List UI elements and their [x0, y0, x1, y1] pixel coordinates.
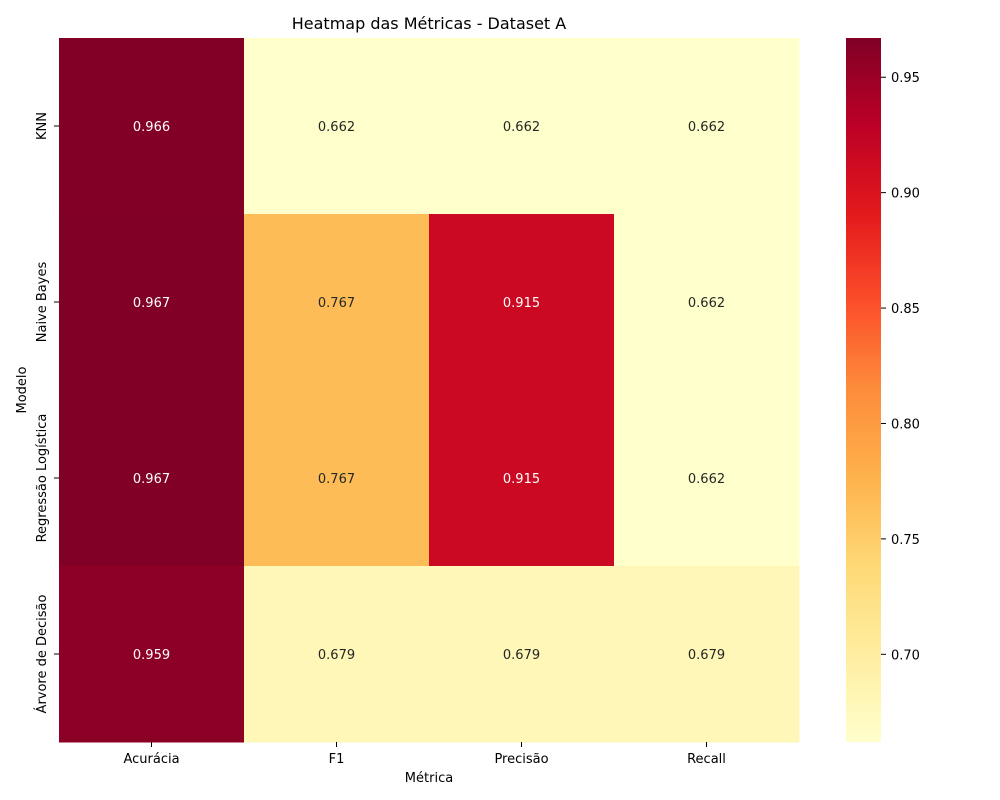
colorbar: 0.70 0.75 0.80 0.85 0.90 0.95	[846, 38, 920, 742]
cell-value-label: 0.915	[503, 296, 540, 311]
heatmap-cell	[614, 38, 800, 215]
heatmap-cell	[429, 214, 615, 391]
y-axis: KNN Naive Bayes Regressão Logística Árvore …	[34, 112, 59, 713]
x-tick-label: F1	[329, 752, 345, 767]
x-tick-label: Precisão	[494, 752, 548, 767]
cell-value-label: 0.662	[688, 296, 725, 311]
heatmap-cell	[614, 566, 800, 743]
cell-value-label: 0.959	[133, 648, 170, 663]
cell-value-label: 0.679	[688, 648, 725, 663]
cell-value-label: 0.967	[133, 296, 170, 311]
colorbar-tick-label: 0.95	[891, 71, 920, 86]
cell-value-label: 0.662	[318, 120, 355, 135]
heatmap-cells	[59, 38, 800, 743]
x-axis: Acurácia F1 Precisão Recall	[123, 742, 726, 767]
heatmap-cell	[614, 214, 800, 391]
chart-title: Heatmap das Métricas - Dataset A	[292, 14, 567, 33]
heatmap-cell	[244, 38, 430, 215]
heatmap-cell	[59, 390, 245, 567]
colorbar-tick-label: 0.85	[891, 302, 920, 317]
y-tick-label: Árvore de Decisão	[34, 594, 50, 713]
y-tick-label: KNN	[35, 112, 50, 140]
heatmap-cell	[429, 390, 615, 567]
cell-value-label: 0.679	[503, 648, 540, 663]
x-tick-label: Acurácia	[123, 752, 179, 767]
heatmap-cell	[59, 214, 245, 391]
heatmap-cell	[244, 566, 430, 743]
cell-value-label: 0.767	[318, 472, 355, 487]
heatmap-cell	[244, 390, 430, 567]
y-axis-label: Modelo	[15, 366, 30, 413]
cell-value-label: 0.662	[688, 472, 725, 487]
cell-value-label: 0.915	[503, 472, 540, 487]
heatmap-cell	[429, 38, 615, 215]
colorbar-gradient	[846, 38, 881, 742]
colorbar-ticks: 0.70 0.75 0.80 0.85 0.90 0.95	[881, 71, 920, 663]
cell-value-label: 0.967	[133, 472, 170, 487]
y-tick-label: Naive Bayes	[35, 262, 50, 343]
heatmap-cell	[614, 390, 800, 567]
cell-value-label: 0.662	[688, 120, 725, 135]
heatmap-cell	[59, 566, 245, 743]
cell-annotations: 0.966 0.662 0.662 0.662 0.967 0.767 0.915 0.662…	[133, 120, 725, 663]
y-tick-label: Regressão Logística	[35, 414, 50, 543]
x-axis-label: Métrica	[405, 771, 453, 786]
cell-value-label: 0.767	[318, 296, 355, 311]
heatmap-cell	[244, 214, 430, 391]
colorbar-tick-label: 0.80	[891, 417, 920, 432]
cell-value-label: 0.966	[133, 120, 170, 135]
heatmap-cell	[59, 38, 245, 215]
colorbar-tick-label: 0.70	[891, 648, 920, 663]
cell-value-label: 0.662	[503, 120, 540, 135]
colorbar-tick-label: 0.90	[891, 187, 920, 202]
x-tick-label: Recall	[687, 752, 726, 767]
heatmap-cell	[429, 566, 615, 743]
colorbar-tick-label: 0.75	[891, 533, 920, 548]
cell-value-label: 0.679	[318, 648, 355, 663]
